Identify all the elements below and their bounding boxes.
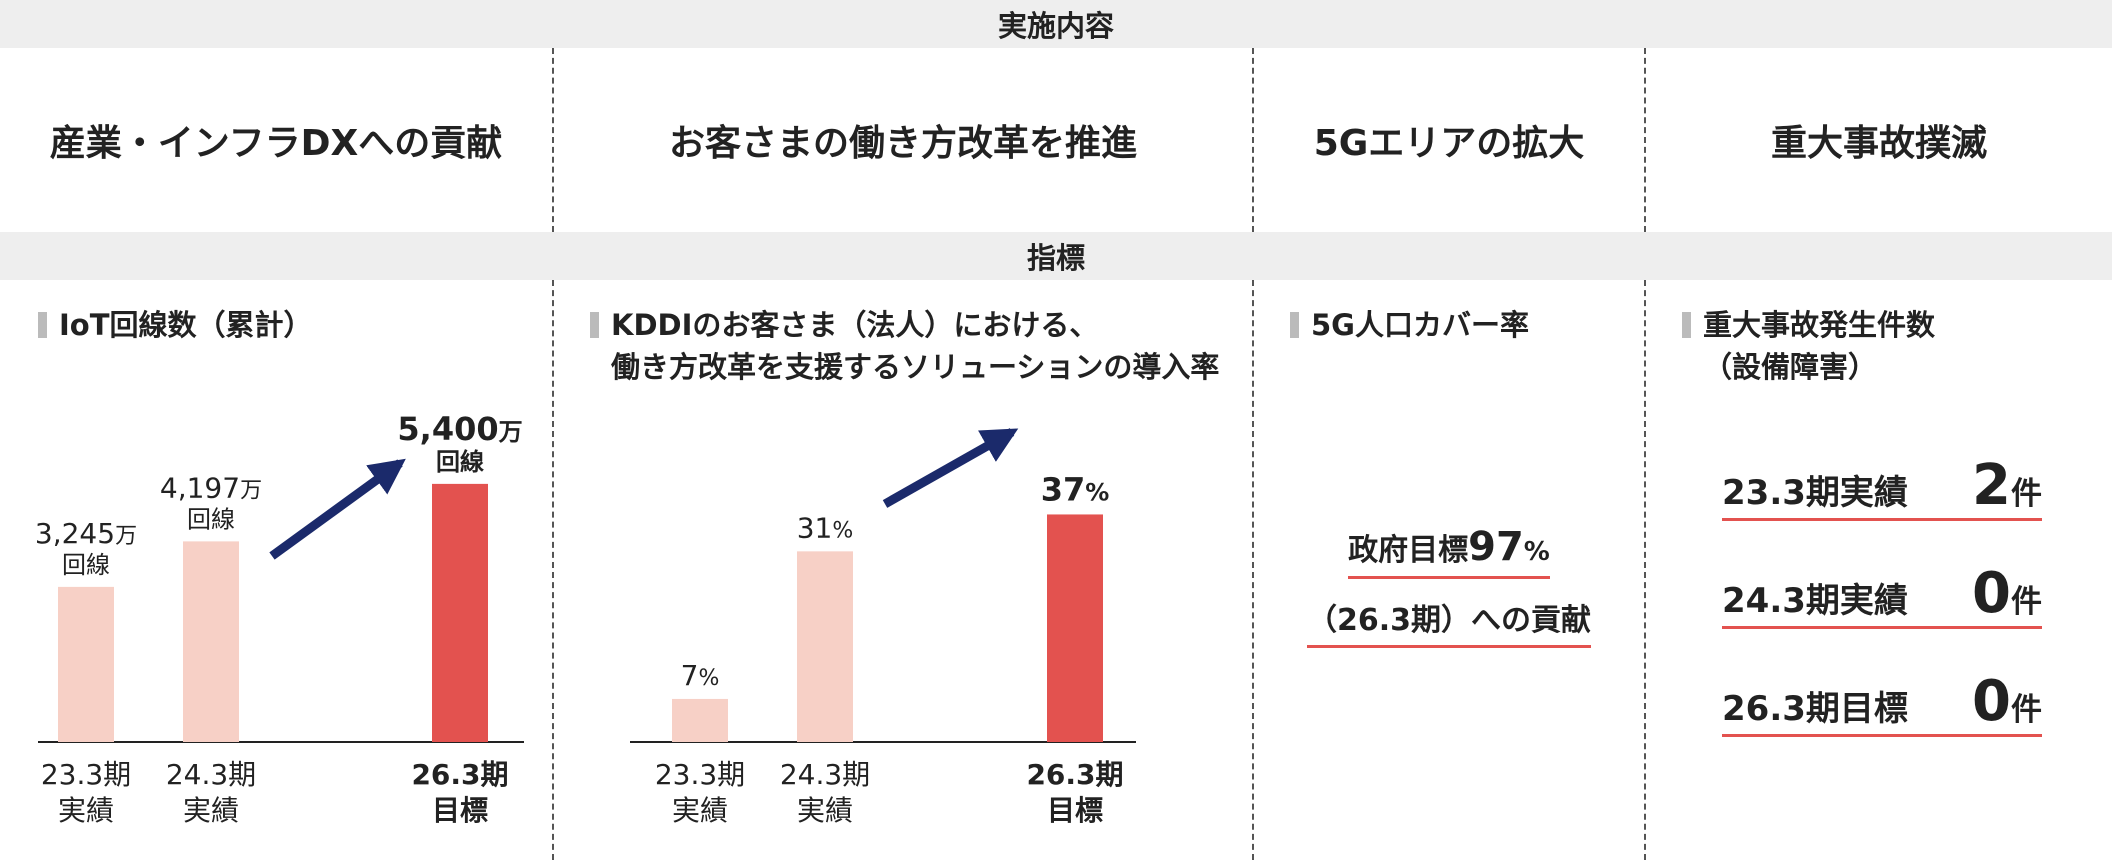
bar — [58, 586, 114, 742]
bullet-mark — [38, 312, 47, 338]
data-label-sub: 回線 — [62, 551, 110, 579]
accident-count-value: 0 — [1972, 669, 2011, 734]
coverage-target-unit: % — [1523, 537, 1550, 567]
indicators-header-label: 指標 — [1026, 241, 1085, 275]
bar — [183, 541, 239, 742]
data-label-value: 4,197 — [160, 471, 240, 504]
accident-period-label: 24.3期実績 — [1722, 581, 1908, 621]
column-divider — [1644, 280, 1646, 860]
bar — [672, 698, 728, 742]
accident-count: 0件 — [1972, 674, 2042, 730]
accident-count: 2件 — [1972, 458, 2042, 514]
kpi-title-solution-line: 働き方改革を支援するソリューションの導入率 — [611, 350, 1220, 384]
column-divider — [1644, 48, 1646, 232]
kpi-title-accidents-line: （設備障害） — [1703, 350, 1878, 384]
data-label-sub: 回線 — [187, 505, 235, 533]
accident-count: 0件 — [1972, 566, 2042, 622]
coverage-target: 政府目標97% （26.3期）への貢献 — [1254, 524, 1644, 648]
column-divider — [1252, 280, 1254, 860]
coverage-target-line1: 政府目標97% — [1348, 524, 1550, 579]
iot-lines-chart: 3,245万回線23.3期実績4,197万回線24.3期実績5,400万回線26… — [35, 410, 524, 827]
data-label-unit: 万 — [115, 524, 137, 549]
data-label-value: 3,245 — [35, 517, 115, 550]
bullet-mark — [590, 312, 599, 338]
category-label: 目標 — [432, 794, 488, 827]
bar — [797, 551, 853, 742]
kpi-title-iot: IoT回線数（累計） — [38, 304, 313, 346]
data-label: 3,245万 — [35, 517, 137, 550]
data-label-unit: 万 — [240, 478, 262, 503]
category-label: 実績 — [183, 794, 239, 827]
implementation-header-label: 実施内容 — [997, 9, 1114, 43]
category-label: 実績 — [797, 794, 853, 827]
column-divider — [552, 48, 554, 232]
data-label-sub: 回線 — [436, 448, 484, 476]
data-label: 37% — [1041, 470, 1110, 508]
coverage-target-value: 97 — [1468, 524, 1524, 570]
data-label-value: 5,400 — [397, 410, 498, 448]
kpi-title-coverage: 5G人口カバー率 — [1290, 304, 1529, 346]
category-label: 26.3期 — [411, 758, 508, 791]
indicators-header: 指標 — [0, 232, 2112, 280]
category-label: 実績 — [58, 794, 114, 827]
kpi-title-iot-line: IoT回線数（累計） — [59, 308, 313, 342]
column-divider — [552, 280, 554, 860]
column-divider — [1252, 48, 1254, 232]
task-5g-area: 5Gエリアの拡大 — [1254, 108, 1644, 172]
task-work-style-label: お客さまの働き方改革を推進 — [668, 123, 1137, 164]
accident-count-unit: 件 — [2011, 692, 2042, 728]
category-label: 26.3期 — [1026, 758, 1123, 791]
coverage-target-label: 政府目標 — [1348, 533, 1469, 568]
data-label-unit: % — [1085, 478, 1109, 506]
bar — [432, 483, 488, 742]
data-label: 7% — [681, 659, 720, 692]
bullet-mark — [1682, 312, 1691, 338]
accident-period-label: 26.3期目標 — [1722, 689, 1908, 729]
data-label-value: 7 — [681, 659, 699, 692]
trend-arrow — [269, 458, 406, 560]
data-label-value: 37 — [1041, 470, 1086, 508]
kpi-title-solution-line: KDDIのお客さま（法人）における、 — [611, 308, 1099, 342]
kpi-title-solution: KDDIのお客さま（法人）における、 働き方改革を支援するソリューションの導入率 — [590, 304, 1219, 388]
data-label-unit: % — [698, 666, 719, 691]
category-label: 目標 — [1047, 794, 1103, 827]
accident-period-label: 23.3期実績 — [1722, 473, 1908, 513]
bullet-mark — [1290, 312, 1299, 338]
coverage-target-line2: （26.3期）への貢献 — [1306, 595, 1592, 648]
data-label-unit: 万 — [499, 418, 523, 446]
category-label: 24.3期 — [166, 758, 256, 791]
bar — [1047, 514, 1103, 742]
task-industry-dx: 産業・インフラDXへの貢献 — [0, 108, 552, 172]
category-label: 24.3期 — [780, 758, 870, 791]
accident-row: 23.3期実績 2件 — [1722, 452, 2042, 521]
accident-count-value: 0 — [1972, 561, 2011, 626]
category-label: 実績 — [672, 794, 728, 827]
kpi-title-coverage-line: 5G人口カバー率 — [1311, 308, 1529, 342]
task-work-style: お客さまの働き方改革を推進 — [554, 108, 1252, 172]
trend-arrow — [882, 428, 1019, 508]
accident-count-unit: 件 — [2011, 584, 2042, 620]
accident-row: 24.3期実績 0件 — [1722, 560, 2042, 629]
data-label: 31% — [797, 511, 854, 544]
task-industry-dx-label: 産業・インフラDXへの貢献 — [49, 123, 503, 164]
accident-row: 26.3期目標 0件 — [1722, 668, 2042, 737]
kpi-title-accidents: 重大事故発生件数 （設備障害） — [1682, 304, 1935, 388]
kpi-title-accidents-line: 重大事故発生件数 — [1703, 308, 1936, 342]
data-label: 5,400万 — [397, 410, 522, 448]
task-accident-zero-label: 重大事故撲滅 — [1770, 123, 1987, 164]
data-label-unit: % — [832, 518, 853, 543]
category-label: 23.3期 — [41, 758, 131, 791]
accident-count-value: 2 — [1972, 453, 2011, 518]
category-label: 23.3期 — [655, 758, 745, 791]
data-label-value: 31 — [797, 511, 833, 544]
data-label: 4,197万 — [160, 471, 262, 504]
implementation-header: 実施内容 — [0, 0, 2112, 48]
accident-count-unit: 件 — [2011, 476, 2042, 512]
task-accident-zero: 重大事故撲滅 — [1646, 108, 2112, 172]
task-5g-area-label: 5Gエリアの拡大 — [1313, 123, 1585, 164]
